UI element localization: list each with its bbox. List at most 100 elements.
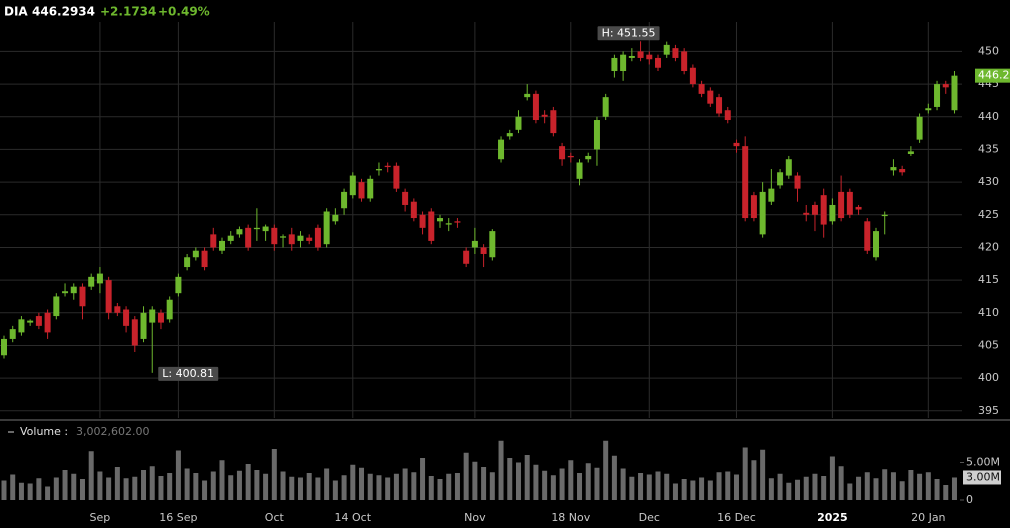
volume-bar (899, 481, 905, 500)
volume-bar (175, 450, 181, 500)
candle-body (157, 312, 164, 323)
candle-body (341, 191, 348, 209)
candle-body (79, 286, 86, 307)
candle-body (698, 84, 705, 94)
volume-bar (707, 480, 713, 500)
candle-body (219, 240, 225, 251)
last-volume-label: 3.00M (966, 470, 1000, 483)
last-price-box (975, 68, 1010, 83)
volume-bar (97, 471, 103, 500)
volume-last: 3,002,602.00 (76, 425, 149, 438)
candle-body (384, 165, 391, 168)
volume-bar (577, 473, 583, 500)
candle-body (480, 247, 487, 254)
volume-bar (716, 472, 722, 500)
candle-body (236, 229, 243, 235)
candle-body (532, 93, 539, 121)
volume-bar (132, 476, 138, 500)
volume-bar (611, 455, 617, 500)
volume-bar (542, 470, 548, 500)
x-tick-label: Oct (265, 511, 285, 524)
volume-bar (890, 472, 896, 500)
candle-body (367, 178, 374, 199)
candle-body (288, 234, 295, 245)
candle-body (733, 142, 740, 147)
low-label-box (158, 366, 219, 381)
volume-bar (341, 475, 347, 500)
candle-body (44, 312, 51, 333)
candle-body (846, 191, 853, 215)
candle-body (70, 286, 77, 294)
volume-bar (402, 468, 408, 500)
candle-body (873, 231, 879, 258)
volume-bar (332, 480, 338, 500)
candle-body (131, 319, 138, 346)
volume-bar (210, 471, 216, 500)
candle-body (663, 44, 670, 55)
candle-body (428, 211, 435, 241)
candle-body (1, 338, 7, 356)
price-change: +2.1734 (100, 5, 156, 19)
candle-body (280, 236, 287, 238)
candle-body (192, 250, 199, 258)
volume-bar (550, 475, 556, 500)
y-tick-label: 415 (978, 273, 999, 286)
volume-bar (498, 440, 504, 500)
volume-bar (106, 477, 112, 500)
volume-bar (10, 474, 16, 500)
candle-body (934, 84, 941, 107)
volume-bar (672, 483, 678, 500)
candle-body (166, 299, 173, 320)
volume-bar (315, 477, 321, 500)
candle-body (907, 151, 914, 154)
volume-bar (71, 473, 77, 500)
volume-bar (437, 479, 443, 500)
volume-bar (141, 470, 147, 500)
candle-body (620, 54, 627, 72)
candle-body (655, 57, 661, 68)
candle-body (96, 273, 103, 284)
volume-bar (149, 466, 155, 500)
volume-bar (917, 473, 923, 500)
candle-body (175, 276, 182, 294)
volume-bar (263, 473, 269, 500)
candle-body (899, 169, 906, 173)
y-tick-label: 440 (978, 110, 999, 123)
volume-bar (184, 468, 190, 500)
candle-body (742, 146, 749, 219)
volume-bar (847, 483, 853, 500)
volume-bar (585, 463, 591, 500)
volume-bar (864, 472, 870, 500)
volume-bar (280, 471, 286, 500)
volume-bar (908, 470, 914, 500)
candle-body (463, 250, 470, 264)
volume-bar (646, 474, 652, 500)
volume-bar (367, 473, 373, 500)
candle-body (628, 55, 635, 58)
volume-bar (219, 460, 225, 500)
candle-body (951, 75, 958, 111)
volume-bar (88, 451, 94, 500)
volume-bar (481, 467, 487, 500)
candle-body (454, 221, 461, 223)
volume-bar (350, 464, 356, 500)
candle-body (567, 155, 574, 158)
volume-bar (123, 478, 129, 500)
volume-bar (681, 479, 687, 500)
volume-bar (524, 455, 530, 500)
candle-body (201, 250, 208, 268)
volume-bar (803, 476, 809, 500)
candle-body (585, 155, 592, 160)
candle-body (297, 235, 304, 241)
candle-body (576, 162, 583, 179)
candle-body (716, 97, 723, 114)
y-tick-label: 395 (978, 404, 999, 417)
volume-bar (812, 473, 818, 500)
candle-body (637, 51, 644, 58)
candle-body (445, 223, 452, 225)
candle-body (210, 234, 217, 248)
y-tick-label: 5.00M (966, 456, 1000, 469)
volume-bar (533, 464, 539, 500)
volume-bar (27, 483, 33, 500)
